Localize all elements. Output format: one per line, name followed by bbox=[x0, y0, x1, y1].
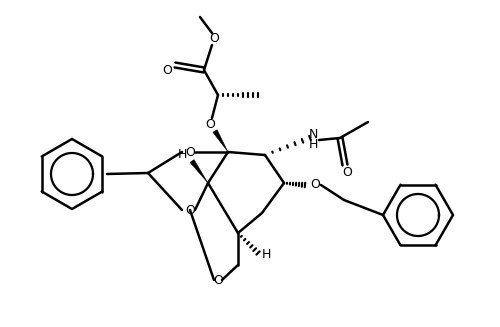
Polygon shape bbox=[190, 160, 208, 183]
Text: H: H bbox=[262, 249, 270, 262]
Text: O: O bbox=[342, 166, 352, 180]
Text: O: O bbox=[185, 146, 195, 159]
Polygon shape bbox=[213, 130, 228, 152]
Text: O: O bbox=[310, 179, 320, 192]
Text: H: H bbox=[308, 139, 318, 151]
Text: O: O bbox=[205, 118, 215, 131]
Text: H: H bbox=[178, 148, 186, 162]
Text: O: O bbox=[209, 32, 219, 45]
Text: O: O bbox=[185, 203, 195, 216]
Text: O: O bbox=[162, 64, 172, 77]
Text: O: O bbox=[213, 273, 223, 286]
Text: N: N bbox=[308, 129, 318, 142]
